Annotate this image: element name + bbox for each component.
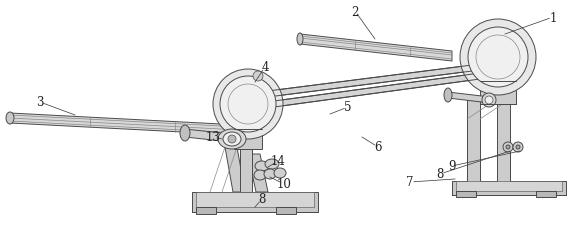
Polygon shape (452, 181, 566, 195)
Ellipse shape (265, 159, 279, 169)
Ellipse shape (506, 145, 510, 149)
Text: 2: 2 (351, 6, 359, 18)
Polygon shape (192, 192, 318, 212)
Polygon shape (456, 181, 562, 191)
Ellipse shape (6, 112, 14, 125)
Polygon shape (300, 35, 452, 62)
Polygon shape (252, 65, 480, 100)
Text: 8: 8 (436, 168, 444, 181)
Text: 1: 1 (550, 12, 556, 24)
Polygon shape (196, 192, 314, 207)
Ellipse shape (213, 70, 283, 139)
Polygon shape (467, 100, 480, 182)
Text: 8: 8 (258, 193, 266, 206)
Ellipse shape (255, 161, 269, 171)
Polygon shape (196, 207, 216, 214)
Ellipse shape (264, 169, 276, 179)
Ellipse shape (274, 168, 286, 178)
Ellipse shape (485, 97, 493, 105)
Ellipse shape (444, 89, 452, 103)
Polygon shape (480, 82, 516, 105)
Polygon shape (240, 147, 252, 192)
Ellipse shape (228, 135, 236, 143)
Ellipse shape (297, 34, 303, 46)
Polygon shape (536, 191, 556, 197)
Text: 14: 14 (271, 155, 286, 168)
Text: 6: 6 (374, 141, 382, 154)
Text: 3: 3 (36, 96, 44, 109)
Text: 13: 13 (206, 131, 221, 144)
Ellipse shape (482, 94, 496, 108)
Ellipse shape (254, 170, 266, 180)
Polygon shape (185, 129, 240, 143)
Ellipse shape (503, 142, 513, 152)
Polygon shape (248, 154, 268, 192)
Text: 4: 4 (262, 61, 269, 74)
Polygon shape (234, 129, 262, 149)
Text: 10: 10 (276, 178, 291, 191)
Ellipse shape (180, 125, 190, 141)
Polygon shape (276, 207, 296, 214)
Text: 7: 7 (406, 176, 414, 189)
Ellipse shape (223, 132, 241, 146)
Polygon shape (225, 147, 245, 192)
Ellipse shape (460, 20, 536, 96)
Ellipse shape (513, 142, 523, 152)
Polygon shape (10, 113, 240, 135)
Polygon shape (456, 191, 476, 197)
Polygon shape (497, 100, 510, 182)
Ellipse shape (468, 28, 528, 88)
Polygon shape (252, 74, 480, 110)
Text: 9: 9 (448, 160, 456, 173)
Ellipse shape (516, 145, 520, 149)
Ellipse shape (218, 129, 246, 149)
Ellipse shape (253, 72, 263, 82)
Text: 5: 5 (344, 101, 352, 114)
Polygon shape (448, 93, 490, 103)
Ellipse shape (220, 77, 276, 132)
